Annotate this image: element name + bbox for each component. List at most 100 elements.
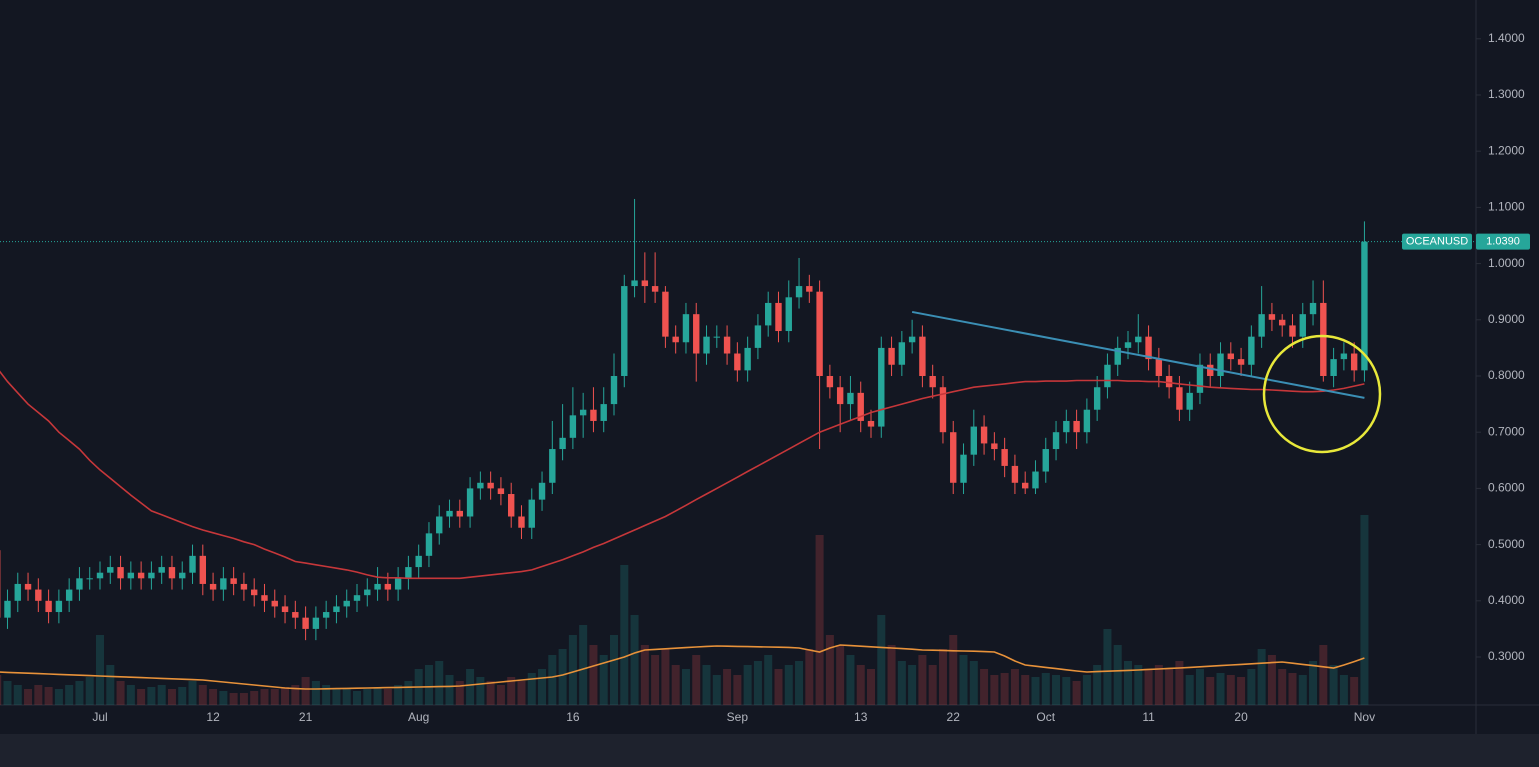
candle-body [1237,359,1245,365]
volume-bar [743,665,752,705]
candle-body [1114,347,1121,365]
volume-bar [486,681,495,705]
volume-bar [980,669,989,705]
volume-bar [1010,669,1019,705]
volume-bar [517,681,526,705]
symbol-tag-label: OCEANUSD [1406,236,1468,248]
volume-bar [507,677,516,705]
x-tick-label: 22 [947,710,961,724]
candle-body [107,567,114,573]
candle-body [508,494,515,517]
volume-bar [1062,677,1071,705]
volume-bar [476,677,485,705]
volume-bar [1257,649,1266,705]
candle-body [466,488,474,517]
candle-body [446,510,453,517]
volume-bar [969,661,978,705]
y-tick-label: 0.4000 [1488,593,1525,607]
x-tick-label: 12 [206,710,220,724]
y-tick-label: 1.3000 [1488,87,1525,101]
candle-body [1145,336,1152,360]
volume-bar [990,675,999,705]
candle-body [723,336,731,354]
volume-bar [435,661,444,705]
volume-bar [1339,675,1348,705]
volume-bar [106,665,115,705]
volume-pane [0,515,1369,705]
candle-body [1032,471,1039,489]
volume-bar [712,675,721,705]
candle-body [929,375,936,388]
volume-bar [774,669,783,705]
candle-body [230,578,237,584]
volume-bar [363,689,372,705]
volume-bar [1237,677,1246,705]
volume-bar [610,635,618,705]
volume-bar [630,615,639,705]
volume-bar [342,689,351,705]
volume-bar [887,645,896,705]
volume-bar [157,685,166,705]
candle-body [137,572,145,579]
candle-body [549,449,556,483]
candle-body [980,426,988,444]
candle-body [826,375,834,388]
volume-bar [239,693,248,705]
candle-body [703,336,710,354]
volume-bar [825,635,834,705]
y-tick-label: 0.3000 [1488,649,1525,663]
candle-body [1227,353,1234,360]
y-tick-label: 1.1000 [1488,200,1525,214]
volume-bar [75,681,84,705]
candle-body [795,286,803,298]
candle-body [179,572,186,579]
volume-bar [1350,677,1359,705]
x-tick-label: 11 [1142,710,1155,724]
volume-bar [671,665,680,705]
candle-body [497,488,505,495]
volume-bar [1113,645,1122,705]
candle-body [1022,482,1029,489]
volume-bar [1298,675,1307,705]
volume-bar [65,685,74,705]
volume-bar [85,677,94,705]
x-tick-label: 16 [566,710,580,724]
candle-body [1124,342,1132,348]
candle-body [970,426,977,455]
candle-body [538,482,546,500]
volume-bar [1103,629,1112,705]
volume-bar [527,673,536,705]
x-tick-label: Nov [1354,710,1375,724]
candle-body [867,420,875,427]
volume-bar [1144,669,1153,705]
candle-body [816,291,823,376]
last-price-label: 1.0390 [1486,236,1520,248]
volume-bar [281,687,290,705]
highlight-circle [1262,334,1382,454]
volume-bar [846,655,855,705]
candle-body [292,612,299,618]
volume-bar [219,691,228,705]
volume-bar [805,649,814,705]
volume-bar [1226,675,1235,705]
candle-body [4,600,11,618]
volume-bar [897,661,906,705]
volume-bar [1093,665,1102,705]
candle-body [1330,359,1337,376]
y-tick-label: 0.7000 [1488,424,1525,438]
volume-bar [1072,681,1081,705]
candle-body [878,347,885,427]
volume-bar [54,689,63,705]
candle-body [1001,449,1008,466]
volume-bar [455,681,464,705]
volume-bar [661,649,670,705]
candle-body [45,600,52,613]
volume-bar [1134,665,1143,705]
volume-bar [599,655,608,705]
volume-bar [178,687,187,705]
candle-body [641,280,649,287]
volume-bar [1185,675,1194,705]
volume-bar [1000,673,1009,705]
